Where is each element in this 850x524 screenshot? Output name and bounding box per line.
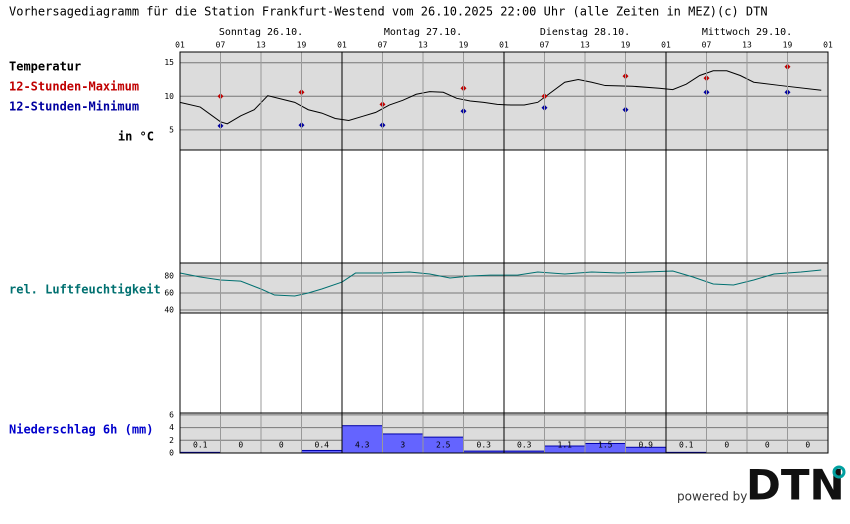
- x-tick-label: 01: [499, 41, 509, 50]
- x-tick-label: 07: [540, 41, 550, 50]
- logo: DTN: [746, 461, 845, 510]
- line: [179, 269, 822, 297]
- line: [179, 70, 822, 125]
- x-tick-label: 19: [297, 41, 307, 50]
- legend-label: 12-Stunden-Maximum: [9, 80, 139, 94]
- y-tick-label: 4: [169, 423, 174, 432]
- panel-border: [179, 262, 829, 314]
- panel-label: Temperatur: [9, 60, 81, 74]
- y-tick-label: 60: [164, 289, 174, 298]
- value-label: 0: [765, 441, 770, 450]
- y-tick-label: 80: [164, 272, 174, 281]
- x-tick-label: 13: [418, 41, 428, 50]
- value-label: 1.5: [598, 441, 613, 450]
- x-tick-label: 19: [459, 41, 469, 50]
- value-label: 0.1: [193, 441, 208, 450]
- x-tick-label: 01: [823, 41, 833, 50]
- logo-dot: [832, 465, 846, 479]
- x-tick-label: 13: [256, 41, 266, 50]
- value-label: 3: [400, 441, 405, 450]
- y-tick-label: 10: [164, 92, 174, 101]
- value-label: 0.3: [517, 441, 532, 450]
- x-tick-label: 19: [783, 41, 793, 50]
- y-tick-label: 6: [169, 410, 174, 419]
- value-label: 0.1: [679, 441, 694, 450]
- y-tick-label: 5: [169, 125, 174, 134]
- x-tick-label: 07: [216, 41, 226, 50]
- powered-by: powered by: [677, 490, 747, 504]
- day-label: Dienstag 28.10.: [540, 27, 630, 38]
- value-label: 1.1: [558, 441, 573, 450]
- bar: [341, 425, 383, 454]
- x-tick-label: 01: [337, 41, 347, 50]
- value-label: 4.3: [355, 441, 370, 450]
- y-tick-label: 40: [164, 306, 174, 315]
- panel-label: rel. Luftfeuchtigkeit: [9, 283, 161, 297]
- value-label: 2.5: [436, 441, 451, 450]
- legend-label: 12-Stunden-Minimum: [9, 100, 139, 114]
- day-label: Mittwoch 29.10.: [702, 27, 792, 38]
- value-label: 0: [724, 441, 729, 450]
- panel-label: Niederschlag 6h (mm): [9, 423, 154, 437]
- unit-label: in °C: [118, 130, 154, 144]
- day-label: Sonntag 26.10.: [219, 27, 303, 38]
- value-label: 0.9: [639, 441, 654, 450]
- y-tick-label: 15: [164, 58, 174, 67]
- title: Vorhersagediagramm für die Station Frank…: [9, 5, 717, 19]
- x-tick-label: 19: [621, 41, 631, 50]
- value-label: 0: [238, 441, 243, 450]
- y-tick-label: 2: [169, 436, 174, 445]
- value-label: 0.3: [477, 441, 492, 450]
- x-tick-label: 07: [378, 41, 388, 50]
- x-tick-label: 01: [175, 41, 185, 50]
- value-label: 0: [279, 441, 284, 450]
- x-tick-label: 13: [580, 41, 590, 50]
- value-label: 0: [805, 441, 810, 450]
- copyright: (c) DTN: [717, 5, 768, 19]
- value-label: 0.4: [315, 441, 330, 450]
- y-tick-label: 0: [169, 449, 174, 458]
- panel-border: [179, 412, 829, 454]
- day-label: Montag 27.10.: [384, 27, 462, 38]
- panel-border: [179, 51, 829, 151]
- x-tick-label: 01: [661, 41, 671, 50]
- x-tick-label: 07: [702, 41, 712, 50]
- x-tick-label: 13: [742, 41, 752, 50]
